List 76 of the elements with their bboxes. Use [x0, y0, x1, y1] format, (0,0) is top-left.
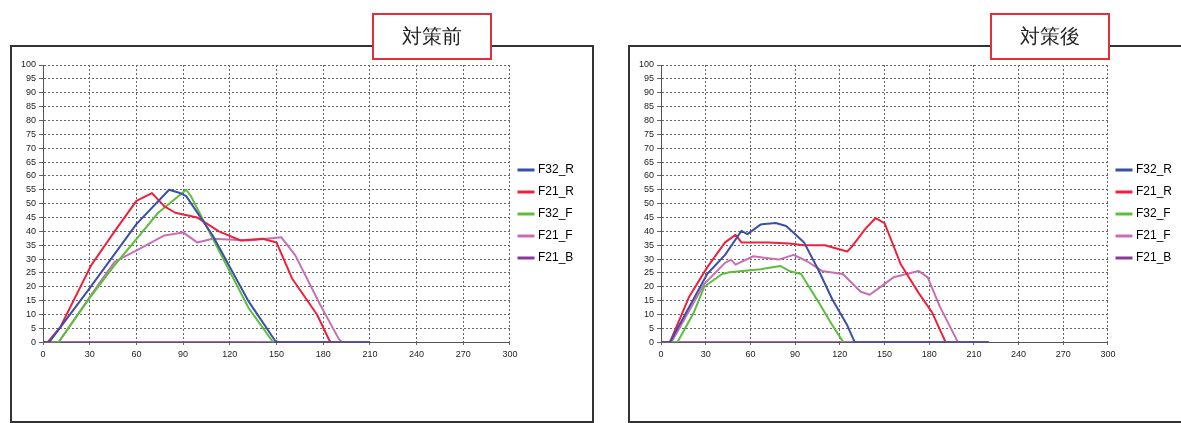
y-tick-label: 10 — [26, 308, 37, 319]
y-tick-label: 20 — [644, 281, 655, 292]
y-tick-label: 40 — [644, 225, 655, 236]
y-tick-label: 60 — [26, 170, 37, 181]
y-tick-label: 75 — [26, 128, 37, 139]
x-tick-label: 210 — [966, 349, 982, 360]
y-tick-label: 5 — [31, 322, 37, 333]
y-tick-label: 30 — [644, 253, 655, 264]
legend-label: F21_R — [537, 184, 575, 199]
y-tick-label: 55 — [644, 184, 655, 195]
y-tick-label: 70 — [26, 142, 37, 153]
x-tick-label: 30 — [700, 349, 711, 360]
x-tick-label: 90 — [790, 349, 801, 360]
y-tick-label: 95 — [26, 73, 37, 84]
y-tick-label: 95 — [644, 73, 655, 84]
legend-label: F21_R — [1135, 184, 1173, 199]
y-tick-label: 15 — [26, 295, 37, 306]
x-tick-label: 90 — [178, 349, 189, 360]
x-tick-label: 210 — [362, 349, 378, 360]
x-tick-label: 270 — [455, 349, 471, 360]
chart-title: 対策前 — [372, 13, 492, 60]
x-tick-label: 270 — [1055, 349, 1071, 360]
y-tick-label: 40 — [26, 225, 37, 236]
legend-label: F32_R — [537, 162, 575, 177]
y-tick-label: 0 — [649, 336, 655, 347]
x-tick-label: 150 — [876, 349, 893, 360]
y-tick-label: 20 — [26, 281, 37, 292]
x-tick-label: 300 — [502, 349, 518, 360]
x-tick-label: 0 — [40, 349, 46, 360]
y-tick-label: 45 — [644, 211, 655, 222]
legend-label: F21_B — [1135, 250, 1172, 265]
x-tick-label: 60 — [131, 349, 142, 360]
y-tick-label: 45 — [26, 211, 37, 222]
y-tick-label: 15 — [644, 295, 655, 306]
x-tick-label: 240 — [409, 349, 425, 360]
x-tick-label: 0 — [658, 349, 664, 360]
legend-label: F21_B — [537, 250, 574, 265]
y-tick-label: 25 — [26, 267, 37, 278]
legend-label: F32_R — [1135, 162, 1173, 177]
y-tick-label: 55 — [26, 184, 37, 195]
legend-label: F32_F — [537, 206, 573, 221]
x-tick-label: 120 — [222, 349, 238, 360]
y-tick-label: 80 — [26, 114, 37, 125]
y-tick-label: 100 — [20, 59, 37, 70]
y-tick-label: 85 — [26, 101, 37, 112]
legend-label: F21_F — [537, 228, 573, 243]
y-tick-label: 70 — [644, 142, 655, 153]
y-tick-label: 90 — [644, 87, 655, 98]
y-tick-label: 5 — [649, 322, 655, 333]
y-tick-label: 65 — [26, 156, 37, 167]
y-tick-label: 10 — [644, 308, 655, 319]
y-tick-label: 35 — [644, 239, 655, 250]
y-tick-label: 35 — [26, 239, 37, 250]
y-tick-label: 50 — [26, 198, 37, 209]
x-tick-label: 240 — [1011, 349, 1027, 360]
y-tick-label: 50 — [644, 198, 655, 209]
y-tick-label: 100 — [638, 59, 655, 70]
x-tick-label: 60 — [745, 349, 756, 360]
y-tick-label: 0 — [31, 336, 37, 347]
legend-label: F32_F — [1135, 206, 1171, 221]
x-tick-label: 180 — [315, 349, 331, 360]
x-tick-label: 30 — [84, 349, 95, 360]
y-tick-label: 30 — [26, 253, 37, 264]
x-tick-label: 180 — [921, 349, 937, 360]
chart-title: 対策後 — [990, 13, 1110, 60]
legend-label: F21_F — [1135, 228, 1171, 243]
x-tick-label: 300 — [1100, 349, 1116, 360]
y-tick-label: 75 — [644, 128, 655, 139]
y-tick-label: 60 — [644, 170, 655, 181]
y-tick-label: 85 — [644, 101, 655, 112]
y-tick-label: 25 — [644, 267, 655, 278]
y-tick-label: 90 — [26, 87, 37, 98]
y-tick-label: 80 — [644, 114, 655, 125]
x-tick-label: 120 — [832, 349, 848, 360]
y-tick-label: 65 — [644, 156, 655, 167]
x-tick-label: 150 — [268, 349, 285, 360]
